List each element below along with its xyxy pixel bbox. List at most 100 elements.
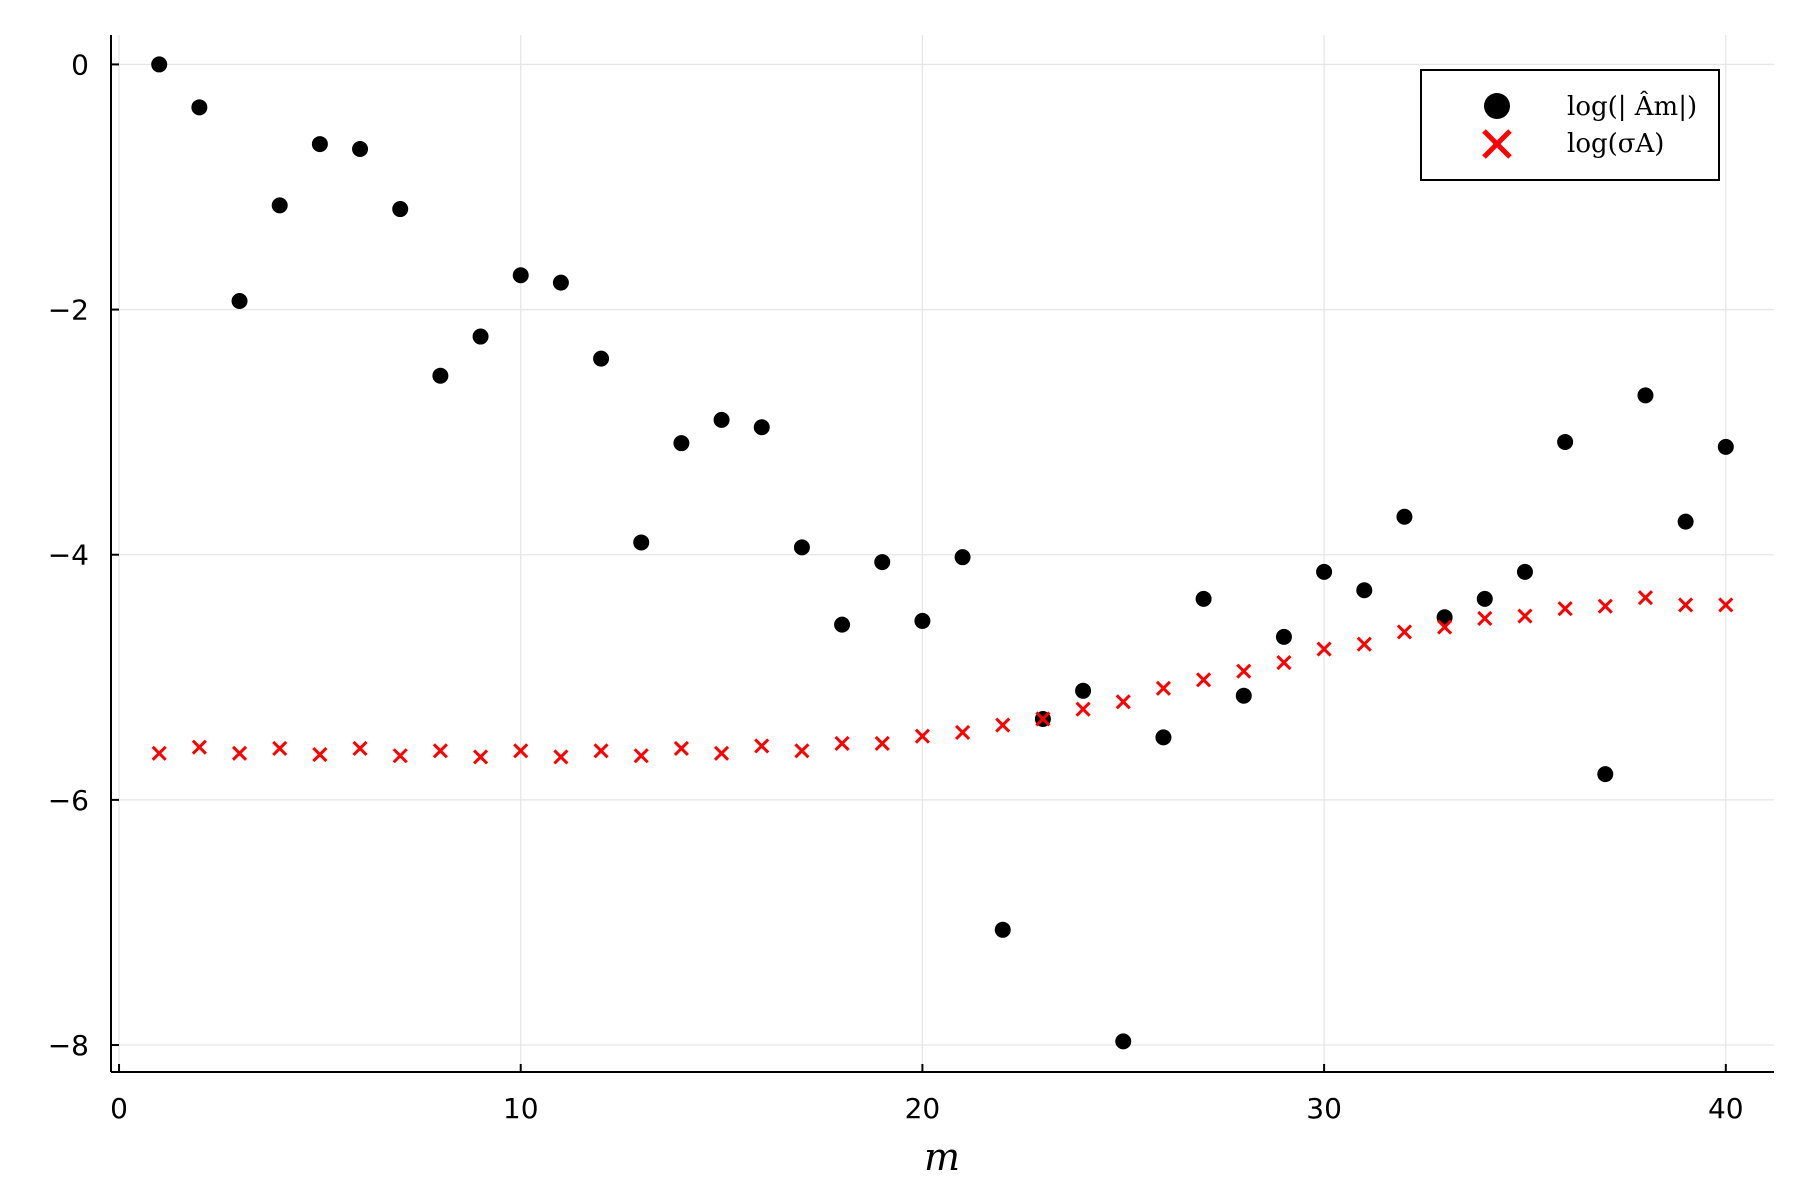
data-point-circle bbox=[1516, 563, 1533, 580]
data-point-circle bbox=[593, 350, 610, 367]
data-point-x bbox=[1316, 641, 1332, 657]
legend-label-series-2: log(σA) bbox=[1567, 129, 1664, 159]
data-point-circle bbox=[673, 435, 690, 452]
ticks: 0 10 20 30 40 0 −2 −4 −6 −8 bbox=[48, 48, 1744, 1125]
data-point-circle bbox=[392, 201, 409, 218]
data-point-x bbox=[955, 724, 971, 741]
data-point-x bbox=[914, 728, 930, 744]
data-point-circle bbox=[472, 328, 489, 345]
data-point-x bbox=[1678, 597, 1694, 613]
data-point-x bbox=[231, 745, 248, 761]
legend-marker-circle bbox=[1484, 93, 1510, 119]
x-tick-label: 0 bbox=[110, 1092, 128, 1125]
data-point-circle bbox=[633, 534, 650, 551]
data-point-x bbox=[834, 735, 850, 752]
data-point-x bbox=[1477, 610, 1493, 627]
data-point-circle bbox=[1637, 387, 1654, 404]
data-point-x bbox=[1236, 663, 1252, 679]
y-tick-label: 0 bbox=[71, 48, 89, 81]
y-tick-label: −2 bbox=[48, 294, 89, 327]
data-point-circle bbox=[1275, 628, 1292, 645]
data-point-x bbox=[754, 738, 770, 754]
data-point-circle bbox=[994, 921, 1011, 938]
data-point-circle bbox=[1356, 582, 1373, 599]
legend-marker-x bbox=[1482, 129, 1512, 159]
data-point-x bbox=[151, 745, 167, 761]
data-point-circle bbox=[1235, 687, 1252, 704]
data-point-circle bbox=[1597, 766, 1614, 783]
data-point-x bbox=[1517, 608, 1533, 624]
data-point-x bbox=[1637, 590, 1654, 606]
data-point-circle bbox=[1677, 513, 1694, 530]
data-point-circle bbox=[1115, 1033, 1132, 1050]
y-tick-label: −4 bbox=[48, 539, 89, 572]
data-point-circle bbox=[231, 292, 248, 309]
data-point-circle bbox=[1476, 590, 1493, 607]
data-point-x bbox=[714, 745, 730, 761]
data-point-circle bbox=[552, 274, 569, 291]
data-point-circle bbox=[1717, 438, 1734, 455]
x-tick-label: 10 bbox=[503, 1092, 539, 1125]
data-point-x bbox=[1075, 701, 1091, 717]
data-point-circle bbox=[1396, 508, 1413, 525]
data-point-x bbox=[593, 743, 609, 759]
data-point-x bbox=[1276, 655, 1292, 671]
data-point-x bbox=[1437, 619, 1453, 635]
data-point-circle bbox=[191, 99, 208, 116]
data-point-circle bbox=[713, 411, 730, 428]
data-point-x bbox=[995, 717, 1011, 733]
data-point-circle bbox=[1155, 729, 1172, 746]
data-point-x bbox=[633, 748, 649, 764]
y-tick-label: −8 bbox=[48, 1029, 89, 1062]
data-point-circle bbox=[1075, 682, 1092, 699]
data-point-x bbox=[1557, 601, 1573, 617]
data-point-x bbox=[673, 740, 689, 756]
data-point-circle bbox=[311, 136, 328, 153]
data-point-x bbox=[1035, 711, 1051, 727]
data-point-circle bbox=[753, 419, 770, 436]
data-point-circle bbox=[432, 367, 449, 384]
data-point-circle bbox=[954, 549, 971, 566]
data-point-x bbox=[1396, 624, 1413, 640]
data-point-circle bbox=[914, 612, 931, 629]
data-point-x bbox=[1356, 636, 1372, 652]
data-point-x bbox=[1597, 598, 1613, 614]
grid-lines bbox=[111, 35, 1774, 1072]
data-point-x bbox=[272, 740, 288, 756]
data-point-circle bbox=[1557, 433, 1574, 450]
y-tick-label: −6 bbox=[48, 784, 89, 817]
data-point-x bbox=[191, 739, 207, 755]
data-point-x bbox=[432, 743, 448, 759]
data-point-x bbox=[874, 735, 890, 752]
data-point-circle bbox=[512, 267, 529, 284]
data-point-circle bbox=[352, 140, 369, 157]
data-point-x bbox=[553, 749, 569, 765]
data-point-x bbox=[794, 743, 810, 759]
x-axis-label: m bbox=[924, 1135, 960, 1179]
data-point-circle bbox=[271, 197, 288, 214]
data-point-circle bbox=[1316, 563, 1333, 580]
legend-box bbox=[1420, 69, 1720, 181]
axes bbox=[110, 35, 1774, 1073]
data-point-x bbox=[1115, 694, 1131, 710]
data-point-circle bbox=[874, 554, 891, 571]
data-point-x bbox=[312, 746, 328, 763]
data-point-circle bbox=[834, 616, 851, 633]
x-tick-label: 40 bbox=[1708, 1092, 1744, 1125]
data-point-circle bbox=[793, 539, 810, 556]
data-point-x bbox=[352, 740, 368, 756]
x-tick-label: 30 bbox=[1306, 1092, 1342, 1125]
data-point-x bbox=[1155, 680, 1171, 696]
data-point-x bbox=[1196, 672, 1212, 688]
data-point-x bbox=[513, 743, 529, 759]
data-point-x bbox=[392, 748, 408, 764]
data-point-x bbox=[1718, 597, 1734, 613]
data-point-x bbox=[472, 749, 489, 765]
data-point-circle bbox=[151, 56, 168, 73]
data-point-circle bbox=[1195, 590, 1212, 607]
x-tick-label: 20 bbox=[905, 1092, 941, 1125]
legend: log(| Âm|) log(σA) bbox=[1420, 69, 1720, 181]
legend-label-series-1: log(| Âm|) bbox=[1567, 90, 1697, 122]
data-points bbox=[151, 56, 1734, 1050]
